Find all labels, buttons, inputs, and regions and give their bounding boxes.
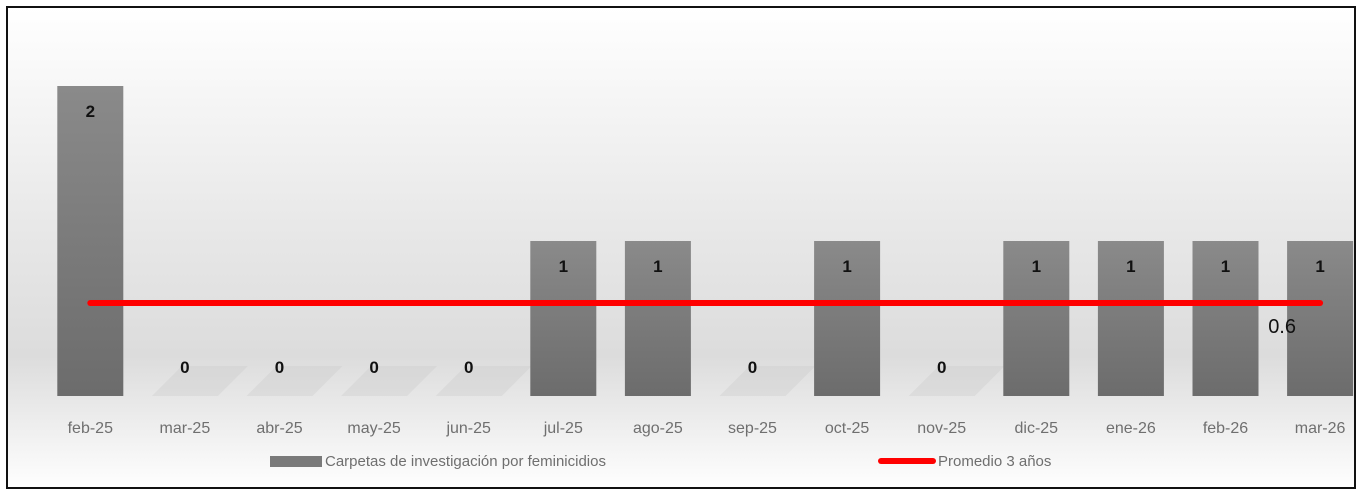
data-labels-layer: 2 0 0 0 0 1 1 0 1 0 1 1 1 1: [86, 102, 1325, 377]
x-tick-feb-25: feb-25: [68, 420, 113, 437]
x-tick-mar-26: mar-26: [1295, 420, 1346, 437]
x-tick-oct-25: oct-25: [825, 420, 870, 437]
bar-feb-25: [57, 86, 124, 396]
x-tick-abr-25: abr-25: [256, 420, 302, 437]
data-label-sep-25: 0: [748, 358, 757, 377]
bar-jun-25: [435, 366, 532, 396]
x-tick-mar-25: mar-25: [160, 420, 211, 437]
x-tick-may-25: may-25: [347, 420, 400, 437]
legend-item-bars: Carpetas de investigación por feminicidi…: [270, 449, 606, 473]
bar-jul-25: [530, 241, 597, 396]
bar-abr-25: [246, 366, 343, 396]
legend-bar-label: Carpetas de investigación por feminicidi…: [325, 452, 606, 470]
data-label-jun-25: 0: [464, 358, 473, 377]
data-label-ene-26: 1: [1126, 257, 1135, 276]
bar-feb-26: [1192, 241, 1259, 396]
bar-may-25: [341, 366, 438, 396]
data-label-mar-25: 0: [180, 358, 189, 377]
legend-bar-swatch: [270, 455, 322, 467]
bar-chart: 0.6 2 0 0 0 0 1 1 0 1 0 1 1 1 1 feb-25 mar-25 abr-25 may…: [8, 8, 1354, 487]
data-label-feb-25: 2: [86, 102, 95, 121]
data-label-ago-25: 1: [653, 257, 662, 276]
data-label-jul-25: 1: [559, 257, 568, 276]
average-line-layer: 0.6: [87, 300, 1324, 338]
x-tick-sep-25: sep-25: [728, 420, 777, 437]
x-tick-dic-25: dic-25: [1015, 420, 1059, 437]
bar-ene-26: [1097, 241, 1164, 396]
x-tick-feb-26: feb-26: [1203, 420, 1248, 437]
data-label-nov-25: 0: [937, 358, 946, 377]
bar-oct-25: [814, 241, 881, 396]
bar-sep-25: [719, 366, 816, 396]
x-tick-ene-26: ene-26: [1106, 420, 1156, 437]
data-label-oct-25: 1: [842, 257, 851, 276]
average-line-label: 0.6: [1268, 316, 1296, 338]
bars-layer: [57, 86, 1354, 396]
data-label-dic-25: 1: [1032, 257, 1041, 276]
bar-nov-25: [908, 366, 1005, 396]
bar-mar-26: [1287, 241, 1354, 396]
bar-mar-25: [151, 366, 248, 396]
x-tick-jul-25: jul-25: [543, 420, 583, 437]
bar-dic-25: [1003, 241, 1070, 396]
data-label-may-25: 0: [369, 358, 378, 377]
legend-line-label: Promedio 3 años: [938, 452, 1052, 470]
legend: Carpetas de investigación por feminicidi…: [8, 449, 1354, 473]
x-axis-ticks: feb-25 mar-25 abr-25 may-25 jun-25 jul-25 ago-…: [68, 420, 1346, 437]
data-label-mar-26: 1: [1315, 257, 1324, 276]
chart-frame: 0.6 2 0 0 0 0 1 1 0 1 0 1 1 1 1 feb-25 mar-25 abr-25 may…: [6, 6, 1356, 489]
legend-item-line: Promedio 3 años: [878, 449, 1051, 473]
bar-ago-25: [624, 241, 691, 396]
x-tick-nov-25: nov-25: [917, 420, 966, 437]
data-label-feb-26: 1: [1221, 257, 1230, 276]
data-label-abr-25: 0: [275, 358, 284, 377]
x-tick-jun-25: jun-25: [445, 420, 491, 437]
x-tick-ago-25: ago-25: [633, 420, 683, 437]
legend-line-swatch: [878, 458, 936, 464]
